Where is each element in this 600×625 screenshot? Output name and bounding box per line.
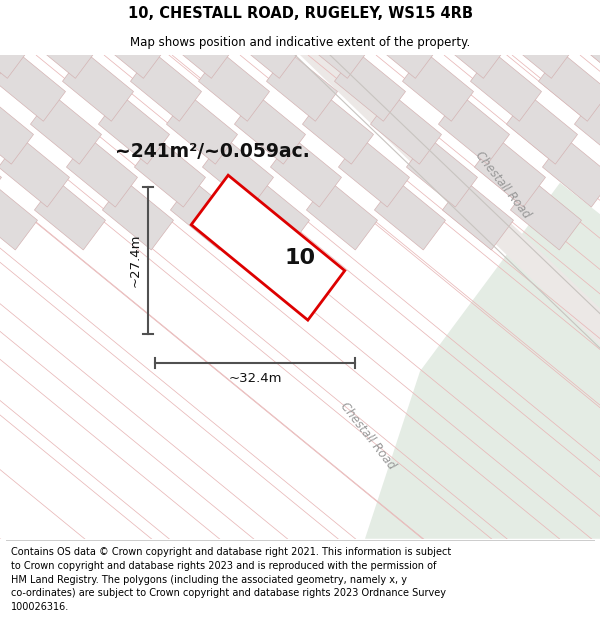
Polygon shape: [127, 0, 197, 36]
Polygon shape: [0, 0, 62, 36]
Polygon shape: [34, 180, 106, 250]
Polygon shape: [338, 138, 409, 207]
Polygon shape: [374, 180, 445, 250]
Polygon shape: [503, 9, 574, 78]
Polygon shape: [0, 138, 1, 207]
Polygon shape: [230, 9, 302, 78]
Text: 10: 10: [284, 248, 316, 268]
Polygon shape: [199, 52, 269, 121]
Text: Map shows position and indicative extent of the property.: Map shows position and indicative extent…: [130, 36, 470, 49]
Polygon shape: [574, 94, 600, 164]
Polygon shape: [439, 94, 509, 164]
Polygon shape: [467, 0, 538, 36]
Text: Chestall Road: Chestall Road: [473, 149, 533, 221]
Polygon shape: [103, 180, 173, 250]
Polygon shape: [31, 94, 101, 164]
Polygon shape: [130, 52, 202, 121]
Polygon shape: [434, 9, 506, 78]
Polygon shape: [26, 9, 98, 78]
Polygon shape: [266, 52, 338, 121]
Polygon shape: [538, 52, 600, 121]
Polygon shape: [406, 138, 478, 207]
Polygon shape: [67, 138, 137, 207]
Text: ~32.4m: ~32.4m: [228, 372, 282, 385]
Text: 10, CHESTALL ROAD, RUGELEY, WS15 4RB: 10, CHESTALL ROAD, RUGELEY, WS15 4RB: [128, 6, 473, 21]
Polygon shape: [0, 138, 70, 207]
Polygon shape: [95, 9, 166, 78]
Polygon shape: [475, 138, 545, 207]
Polygon shape: [238, 180, 310, 250]
Polygon shape: [134, 138, 205, 207]
Polygon shape: [191, 175, 345, 320]
Polygon shape: [571, 9, 600, 78]
Polygon shape: [0, 94, 34, 164]
Polygon shape: [263, 0, 334, 36]
Polygon shape: [0, 180, 37, 250]
Polygon shape: [202, 138, 274, 207]
Polygon shape: [334, 52, 406, 121]
Polygon shape: [62, 52, 134, 121]
Polygon shape: [398, 0, 470, 36]
Polygon shape: [470, 52, 542, 121]
Polygon shape: [307, 180, 377, 250]
Polygon shape: [542, 138, 600, 207]
Polygon shape: [403, 52, 473, 121]
Polygon shape: [365, 182, 600, 539]
Polygon shape: [302, 94, 373, 164]
Polygon shape: [170, 180, 241, 250]
Polygon shape: [0, 9, 29, 78]
Text: ~27.4m: ~27.4m: [129, 234, 142, 287]
Text: Chestall Road: Chestall Road: [338, 400, 398, 472]
Polygon shape: [163, 9, 233, 78]
Polygon shape: [271, 138, 341, 207]
Polygon shape: [299, 9, 370, 78]
Polygon shape: [331, 0, 401, 36]
Polygon shape: [535, 0, 600, 36]
Polygon shape: [235, 94, 305, 164]
Polygon shape: [59, 0, 130, 36]
Polygon shape: [370, 94, 442, 164]
Text: ~241m²/~0.059ac.: ~241m²/~0.059ac.: [115, 142, 310, 161]
Text: Contains OS data © Crown copyright and database right 2021. This information is : Contains OS data © Crown copyright and d…: [11, 548, 451, 612]
Polygon shape: [442, 180, 514, 250]
Polygon shape: [0, 52, 65, 121]
Polygon shape: [300, 55, 600, 345]
Polygon shape: [511, 180, 581, 250]
Polygon shape: [506, 94, 577, 164]
Polygon shape: [98, 94, 169, 164]
Polygon shape: [367, 9, 437, 78]
Polygon shape: [194, 0, 266, 36]
Polygon shape: [166, 94, 238, 164]
